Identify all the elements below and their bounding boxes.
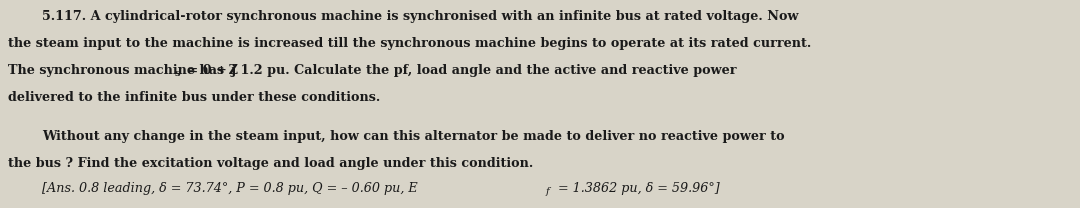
Text: s: s xyxy=(175,69,180,78)
Text: The synchronous machine has Z: The synchronous machine has Z xyxy=(8,64,238,77)
Text: 5.117. A cylindrical-rotor synchronous machine is synchronised with an infinite : 5.117. A cylindrical-rotor synchronous m… xyxy=(42,10,798,23)
Text: f: f xyxy=(546,187,550,196)
Text: [Ans. 0.8 leading, δ = 73.74°, P = 0.8 pu, Q = – 0.60 pu, E: [Ans. 0.8 leading, δ = 73.74°, P = 0.8 p… xyxy=(42,182,418,195)
Text: Without any change in the steam input, how can this alternator be made to delive: Without any change in the steam input, h… xyxy=(42,130,785,143)
Text: = 0 + j 1.2 pu. Calculate the pf, load angle and the active and reactive power: = 0 + j 1.2 pu. Calculate the pf, load a… xyxy=(183,64,737,77)
Text: the steam input to the machine is increased till the synchronous machine begins : the steam input to the machine is increa… xyxy=(8,37,811,50)
Text: delivered to the infinite bus under these conditions.: delivered to the infinite bus under thes… xyxy=(8,91,380,104)
Text: the bus ? Find the excitation voltage and load angle under this condition.: the bus ? Find the excitation voltage an… xyxy=(8,157,534,170)
Text: = 1.3862 pu, δ = 59.96°]: = 1.3862 pu, δ = 59.96°] xyxy=(554,182,719,195)
